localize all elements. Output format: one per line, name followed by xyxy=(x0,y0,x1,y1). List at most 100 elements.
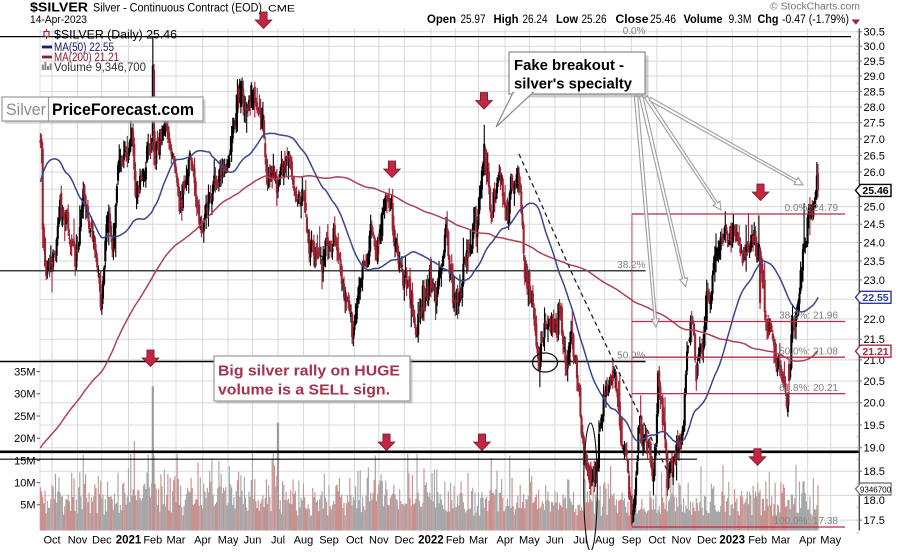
svg-text:Jun: Jun xyxy=(546,535,564,547)
svg-text:61.8%: 20.21: 61.8%: 20.21 xyxy=(779,383,838,394)
svg-text:35M: 35M xyxy=(14,367,35,379)
svg-text:29.0: 29.0 xyxy=(864,71,885,83)
svg-text:17.5: 17.5 xyxy=(864,515,885,527)
svg-text:Apr: Apr xyxy=(497,535,514,547)
svg-text:29.5: 29.5 xyxy=(864,56,885,68)
svg-text:38.2%: 38.2% xyxy=(617,260,645,271)
svg-text:25.26: 25.26 xyxy=(582,14,607,26)
svg-text:28.0: 28.0 xyxy=(864,102,885,114)
svg-text:Jun: Jun xyxy=(244,535,262,547)
svg-text:27.0: 27.0 xyxy=(864,134,885,146)
svg-text:30.5: 30.5 xyxy=(864,27,885,39)
svg-text:Oct: Oct xyxy=(346,535,363,547)
svg-text:24.5: 24.5 xyxy=(864,219,885,231)
svg-text:Feb: Feb xyxy=(748,535,767,547)
svg-text:9346700: 9346700 xyxy=(860,486,892,495)
svg-text:22.0: 22.0 xyxy=(864,314,885,326)
svg-text:23.0: 23.0 xyxy=(864,275,885,287)
svg-text:Nov: Nov xyxy=(68,535,88,547)
svg-text:Oct: Oct xyxy=(43,535,60,547)
svg-text:21.21: 21.21 xyxy=(862,346,888,358)
svg-text:volume is a SELL sign.: volume is a SELL sign. xyxy=(218,383,390,399)
svg-text:26.0: 26.0 xyxy=(864,167,885,179)
svg-text:Jul: Jul xyxy=(573,535,587,547)
svg-text:© StockCharts.com: © StockCharts.com xyxy=(770,1,860,13)
svg-text:10M: 10M xyxy=(14,478,35,490)
svg-text:Low: Low xyxy=(556,14,578,26)
svg-text:Dec: Dec xyxy=(697,535,717,547)
svg-text:26.24: 26.24 xyxy=(523,14,549,26)
svg-text:May: May xyxy=(218,535,239,547)
svg-text:Mar: Mar xyxy=(167,535,186,547)
svg-text:25M: 25M xyxy=(14,411,35,423)
svg-text:Mar: Mar xyxy=(771,535,790,547)
svg-text:Silver: Silver xyxy=(6,100,46,119)
svg-text:Oct: Oct xyxy=(648,535,665,547)
svg-text:May: May xyxy=(519,535,540,547)
svg-text:20.0: 20.0 xyxy=(864,398,885,410)
svg-text:2021: 2021 xyxy=(116,535,142,547)
svg-text:20.5: 20.5 xyxy=(864,376,885,388)
svg-text:Volume 9,346,700: Volume 9,346,700 xyxy=(54,62,146,74)
svg-text:Apr: Apr xyxy=(194,535,211,547)
svg-text:21.5: 21.5 xyxy=(864,334,885,346)
svg-text:23.5: 23.5 xyxy=(864,256,885,268)
svg-text:100.0%: 17.38: 100.0%: 17.38 xyxy=(774,516,839,527)
svg-text:Dec: Dec xyxy=(395,535,415,547)
svg-text:Sep: Sep xyxy=(622,535,642,547)
svg-text:-0.47 (-1.79%): -0.47 (-1.79%) xyxy=(782,14,849,26)
svg-text:38.2%: 21.96: 38.2%: 21.96 xyxy=(779,311,838,322)
svg-text:Big silver rally on HUGE: Big silver rally on HUGE xyxy=(218,364,400,380)
svg-text:Aug: Aug xyxy=(595,535,615,547)
svg-text:22.55: 22.55 xyxy=(862,292,888,304)
svg-text:2022: 2022 xyxy=(418,535,444,547)
svg-text:25.46: 25.46 xyxy=(862,185,888,197)
svg-text:19.0: 19.0 xyxy=(864,443,885,455)
svg-text:0.0%: 0.0% xyxy=(623,26,646,37)
svg-text:High: High xyxy=(494,14,519,26)
svg-text:Open: Open xyxy=(427,14,456,26)
svg-text:Close: Close xyxy=(616,14,649,26)
svg-text:25.46: 25.46 xyxy=(650,14,676,26)
svg-text:CME: CME xyxy=(268,4,295,15)
svg-text:30.0: 30.0 xyxy=(864,41,885,53)
svg-text:MA(200) 21.21: MA(200) 21.21 xyxy=(54,52,119,64)
svg-text:$SILVER: $SILVER xyxy=(30,0,89,15)
svg-text:24.0: 24.0 xyxy=(864,237,885,249)
svg-text:Nov: Nov xyxy=(369,535,389,547)
svg-text:28.5: 28.5 xyxy=(864,86,885,98)
svg-text:$SILVER (Daily) 25.46: $SILVER (Daily) 25.46 xyxy=(54,30,177,42)
svg-text:5M: 5M xyxy=(20,500,35,512)
svg-text:MA(50) 22.55: MA(50) 22.55 xyxy=(54,42,114,54)
svg-text:May: May xyxy=(820,535,841,547)
svg-text:30M: 30M xyxy=(14,389,35,401)
svg-text:15M: 15M xyxy=(14,455,35,467)
svg-text:20M: 20M xyxy=(14,433,35,445)
svg-text:27.5: 27.5 xyxy=(864,118,885,130)
svg-text:Chg: Chg xyxy=(758,14,779,26)
svg-text:silver's specialty: silver's specialty xyxy=(514,77,632,93)
svg-text:25.0: 25.0 xyxy=(864,202,885,214)
svg-text:25.97: 25.97 xyxy=(461,14,486,26)
svg-text:Nov: Nov xyxy=(672,535,692,547)
svg-text:Volume: Volume xyxy=(684,14,723,26)
svg-text:50.0%: 50.0% xyxy=(617,351,645,362)
svg-text:Feb: Feb xyxy=(143,535,162,547)
svg-text:Jul: Jul xyxy=(271,535,285,547)
svg-text:2023: 2023 xyxy=(719,535,745,547)
svg-text:14-Apr-2023: 14-Apr-2023 xyxy=(30,14,87,26)
svg-text:Sep: Sep xyxy=(319,535,339,547)
svg-text:18.0: 18.0 xyxy=(864,495,885,507)
svg-text:19.5: 19.5 xyxy=(864,420,885,432)
svg-text:18.5: 18.5 xyxy=(864,466,885,478)
svg-text:PriceForecast.com: PriceForecast.com xyxy=(52,100,194,119)
svg-text:Fake breakout -: Fake breakout - xyxy=(514,58,624,74)
svg-text:Silver - Continuous Contract (: Silver - Continuous Contract (EOD) xyxy=(93,3,262,15)
svg-text:Mar: Mar xyxy=(469,535,488,547)
svg-text:Feb: Feb xyxy=(446,535,465,547)
svg-text:26.5: 26.5 xyxy=(864,150,885,162)
svg-text:Aug: Aug xyxy=(294,535,314,547)
svg-text:Apr: Apr xyxy=(799,535,816,547)
svg-text:Dec: Dec xyxy=(92,535,112,547)
svg-text:50.0%: 21.08: 50.0%: 21.08 xyxy=(779,346,838,357)
